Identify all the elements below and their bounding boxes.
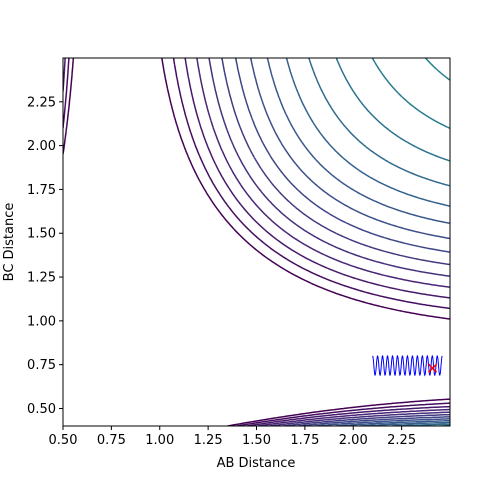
x-tick-label: 1.50 xyxy=(242,433,271,448)
y-tick-label: 1.75 xyxy=(27,183,56,198)
y-tick-label: 2.00 xyxy=(27,139,56,154)
end-marker-stroke xyxy=(428,363,438,373)
x-tick-label: 0.75 xyxy=(97,433,126,448)
y-tick-label: 0.75 xyxy=(27,358,56,373)
y-axis-label: BC Distance xyxy=(2,203,17,282)
y-tick-label: 1.50 xyxy=(27,227,56,242)
contour-level xyxy=(371,58,450,129)
x-tick-label: 0.50 xyxy=(49,433,78,448)
x-axis-label: AB Distance xyxy=(217,456,296,471)
x-axis-ticks: 0.50 0.75 1.00 1.25 1.50 1.75 2.00 2.25 xyxy=(49,426,416,448)
x-tick-label: 1.00 xyxy=(145,433,174,448)
y-tick-label: 0.50 xyxy=(27,402,56,417)
plot-background xyxy=(63,58,450,426)
y-axis-ticks: 0.50 0.75 1.00 1.25 1.50 1.75 2.00 2.25 xyxy=(27,95,63,417)
contour-level xyxy=(335,58,450,426)
end-marker xyxy=(428,363,438,373)
x-tick-label: 2.00 xyxy=(339,433,368,448)
x-tick-label: 2.25 xyxy=(387,433,416,448)
y-tick-label: 1.25 xyxy=(27,271,56,286)
x-tick-label: 1.25 xyxy=(194,433,223,448)
contour-lines xyxy=(63,58,450,426)
y-tick-label: 2.25 xyxy=(27,95,56,110)
y-tick-label: 1.00 xyxy=(27,314,56,329)
x-tick-label: 1.75 xyxy=(290,433,319,448)
